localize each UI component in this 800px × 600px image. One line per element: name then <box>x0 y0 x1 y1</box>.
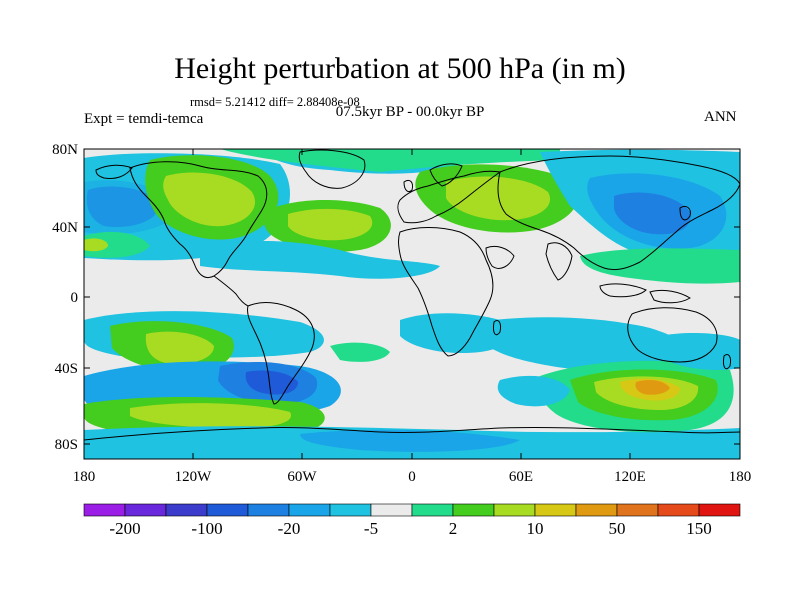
coast-alaska <box>95 164 133 179</box>
contour-arctic-green <box>220 149 560 172</box>
colorbar-swatch <box>370 503 413 517</box>
coast-uk <box>403 179 413 193</box>
colorbar-label: 50 <box>609 519 626 538</box>
contour-north-atlantic-high-core <box>288 208 373 241</box>
contour-south-atlantic-band <box>330 342 390 362</box>
contour-south-green-core <box>130 403 292 428</box>
coast-antarctica <box>84 426 740 441</box>
colorbar-label: -5 <box>364 519 378 538</box>
lat-tick-label: 40N <box>52 220 78 236</box>
contour-indian-ocean-high-peak <box>635 380 670 395</box>
contour-atlantic-blue-belt <box>200 240 440 279</box>
colorbar-swatch <box>288 503 331 517</box>
rmsd-stats: rmsd= 5.21412 diff= 2.88408e-08 <box>190 95 360 109</box>
coast-new-zealand <box>723 353 731 370</box>
contour-australia-south-blue <box>655 333 740 370</box>
lat-tick-label: 80S <box>55 437 78 453</box>
colorbar-swatch <box>247 503 290 517</box>
colorbar-swatch <box>411 503 454 517</box>
coast-indonesia <box>599 283 691 304</box>
colorbar: -200 -100 -20 -5 2 10 50 150 <box>83 503 741 538</box>
coast-south-america <box>247 302 315 405</box>
contour-field <box>84 149 740 459</box>
colorbar-swatch <box>493 503 536 517</box>
coast-japan <box>679 205 691 221</box>
coast-central-america <box>213 275 249 307</box>
colorbar-swatch <box>534 503 577 517</box>
period-label: 07.5kyr BP - 00.0kyr BP <box>335 104 485 120</box>
lon-tick-label: 120W <box>175 469 213 485</box>
colorbar-swatch <box>616 503 659 517</box>
colorbar-swatch <box>575 503 618 517</box>
colorbar-label: 2 <box>449 519 458 538</box>
contour-south-indian-blue <box>497 375 570 407</box>
coast-europe <box>397 170 502 224</box>
colorbar-swatch <box>165 503 208 517</box>
colorbar-swatch <box>698 503 741 517</box>
lat-tick-label: 0 <box>71 290 79 306</box>
colorbar-swatch <box>124 503 167 517</box>
season-label: ANN <box>704 109 737 125</box>
lon-tick-label: 180 <box>73 469 96 485</box>
lon-tick-label: 0 <box>408 469 416 485</box>
colorbar-swatch <box>329 503 372 517</box>
colorbar-label: -200 <box>109 519 140 538</box>
lat-tick-label: 80N <box>52 142 78 158</box>
coast-madagascar <box>493 319 501 336</box>
lon-tick-label: 60E <box>509 469 533 485</box>
contour-europe-high-core <box>446 176 551 221</box>
colorbar-label: -100 <box>191 519 222 538</box>
longitude-axis: 180 120W 60W 0 60E 120E 180 <box>73 149 752 485</box>
coast-india <box>545 242 573 281</box>
contour-antarctic-blue-dark <box>300 429 520 452</box>
contour-east-asia-low-core <box>614 192 691 235</box>
contour-pacific-east-green <box>84 231 150 258</box>
lat-tick-label: 40S <box>55 361 78 377</box>
experiment-label: Expt = temdi-temca <box>84 111 204 127</box>
colorbar-label: 150 <box>686 519 712 538</box>
contour-pacific-east-high <box>84 238 108 252</box>
latitude-axis: 80N 40N 0 40S 80S <box>52 142 740 453</box>
coast-asia <box>497 155 740 271</box>
colorbar-swatch <box>452 503 495 517</box>
coast-scandinavia <box>429 163 463 187</box>
contour-north-america-high-core <box>163 172 256 227</box>
contour-west-pacific-green <box>580 248 740 284</box>
colorbar-swatch <box>657 503 700 517</box>
contour-south-america-low-core <box>245 370 298 395</box>
lon-tick-label: 60W <box>287 469 317 485</box>
colorbar-swatch <box>83 503 126 517</box>
lon-tick-label: 180 <box>729 469 752 485</box>
coast-australia <box>627 307 718 363</box>
contour-indian-blue <box>478 317 690 372</box>
coast-north-america <box>129 161 268 279</box>
coast-africa <box>398 227 494 357</box>
colorbar-label: -20 <box>278 519 301 538</box>
lon-tick-label: 120E <box>614 469 646 485</box>
colorbar-label: 10 <box>527 519 544 538</box>
coast-arabia <box>485 245 515 269</box>
coast-greenland <box>298 149 366 189</box>
map-title: Height perturbation at 500 hPa (in m) <box>174 52 626 85</box>
coastlines <box>84 149 740 441</box>
colorbar-swatch <box>206 503 249 517</box>
contour-south-pacific-high-core <box>145 331 214 364</box>
